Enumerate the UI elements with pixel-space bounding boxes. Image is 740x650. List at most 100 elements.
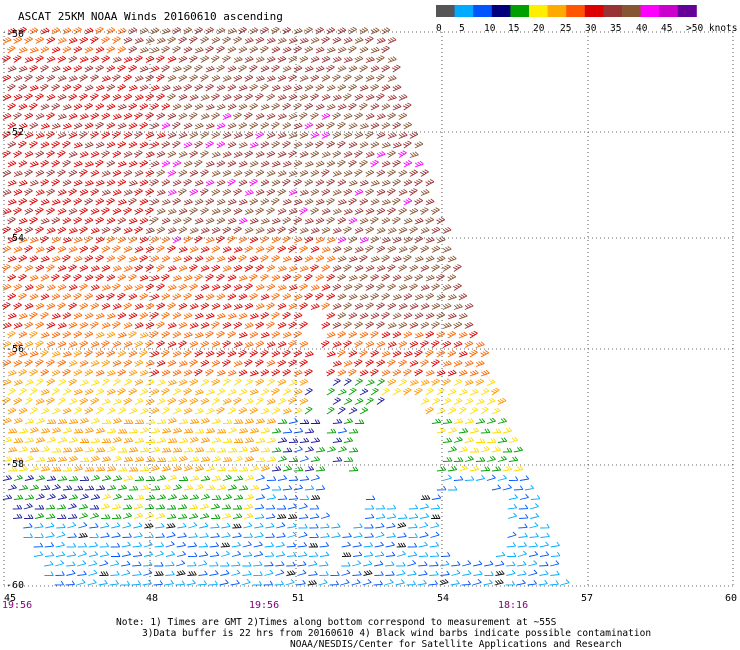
legend-swatch xyxy=(529,5,548,17)
wind-barb xyxy=(343,112,353,120)
wind-barb xyxy=(7,179,17,187)
wind-barb xyxy=(293,102,302,111)
wind-barb xyxy=(18,312,28,320)
wind-barb xyxy=(288,74,297,82)
wind-barb xyxy=(398,93,408,101)
wind-barb xyxy=(304,368,313,377)
wind-barb xyxy=(68,37,78,44)
wind-barb xyxy=(46,188,55,196)
wind-barb xyxy=(244,341,254,348)
wind-barb xyxy=(101,112,111,120)
wind-barb xyxy=(194,350,204,358)
wind-barb xyxy=(12,112,22,120)
wind-barb xyxy=(254,532,264,538)
wind-barb xyxy=(299,455,309,462)
wind-barb xyxy=(2,340,12,348)
wind-barb xyxy=(24,397,33,405)
wind-barb xyxy=(244,455,255,462)
wind-barb xyxy=(106,274,116,282)
wind-barb xyxy=(439,578,449,586)
wind-barb xyxy=(332,321,342,329)
wind-barb xyxy=(51,122,61,130)
wind-barb xyxy=(128,160,138,168)
wind-barb xyxy=(282,198,292,206)
wind-barb xyxy=(211,340,221,348)
wind-barb xyxy=(238,274,248,282)
wind-barb xyxy=(29,197,38,206)
wind-barb xyxy=(111,552,121,557)
wind-barb xyxy=(68,246,78,253)
wind-barb xyxy=(464,360,474,367)
wind-barb xyxy=(35,132,45,139)
wind-barb xyxy=(167,379,177,386)
wind-barb xyxy=(161,369,171,377)
wind-barb xyxy=(29,160,39,168)
legend-label: 45 xyxy=(661,23,672,34)
wind-barb xyxy=(76,579,86,586)
wind-barb xyxy=(376,113,386,120)
wind-barb xyxy=(486,379,496,386)
wind-barb xyxy=(40,368,49,377)
wind-barb xyxy=(282,331,292,339)
wind-barb xyxy=(354,226,364,234)
wind-barb xyxy=(336,121,346,130)
wind-barb xyxy=(513,465,524,472)
wind-barb xyxy=(46,264,55,272)
wind-barb xyxy=(376,151,386,158)
wind-barb xyxy=(473,560,483,567)
wind-barb xyxy=(237,64,247,73)
wind-barb xyxy=(458,406,467,415)
wind-barb xyxy=(436,387,445,396)
wind-barb xyxy=(139,388,149,396)
wind-barb xyxy=(266,513,276,519)
wind-barb xyxy=(117,160,127,168)
wind-barb xyxy=(150,427,161,434)
wind-barb xyxy=(233,303,243,310)
wind-barb xyxy=(307,579,317,586)
wind-barb xyxy=(62,312,72,320)
wind-barb xyxy=(18,26,27,35)
wind-barb xyxy=(99,560,109,567)
wind-barb xyxy=(538,579,548,586)
wind-barb xyxy=(13,494,24,500)
wind-barb xyxy=(200,475,211,481)
wind-barb xyxy=(282,160,292,168)
wind-barb xyxy=(337,427,348,434)
wind-barb xyxy=(189,418,200,424)
wind-barb xyxy=(222,131,232,139)
wind-barb xyxy=(106,446,116,453)
wind-barb xyxy=(277,321,287,329)
wind-barb xyxy=(227,198,237,206)
wind-barb xyxy=(84,274,94,282)
wind-barb xyxy=(127,197,137,206)
wind-barb xyxy=(320,523,330,529)
wind-barb xyxy=(347,368,357,377)
wind-barb xyxy=(150,198,160,206)
wind-barb xyxy=(51,483,61,491)
wind-barb xyxy=(73,330,83,339)
wind-barb xyxy=(2,36,12,44)
wind-barb xyxy=(238,84,248,92)
wind-barb xyxy=(243,533,253,538)
wind-barb xyxy=(167,93,176,101)
wind-barb xyxy=(84,84,94,92)
wind-barb xyxy=(414,160,424,168)
wind-barb xyxy=(337,27,347,35)
wind-barb xyxy=(428,580,438,586)
wind-barb xyxy=(205,465,216,472)
wind-barb xyxy=(73,428,84,434)
wind-barb xyxy=(353,169,363,177)
wind-barb xyxy=(84,292,94,301)
wind-barb xyxy=(362,578,372,586)
wind-barb xyxy=(145,398,155,405)
wind-barb xyxy=(188,532,198,538)
wind-barb xyxy=(101,456,112,462)
wind-barb xyxy=(123,245,133,253)
wind-barb xyxy=(231,569,241,576)
wind-barb xyxy=(6,83,16,92)
wind-barb xyxy=(227,388,237,396)
wind-barb xyxy=(450,579,460,586)
wind-barb xyxy=(453,418,464,424)
wind-barb xyxy=(128,407,138,415)
